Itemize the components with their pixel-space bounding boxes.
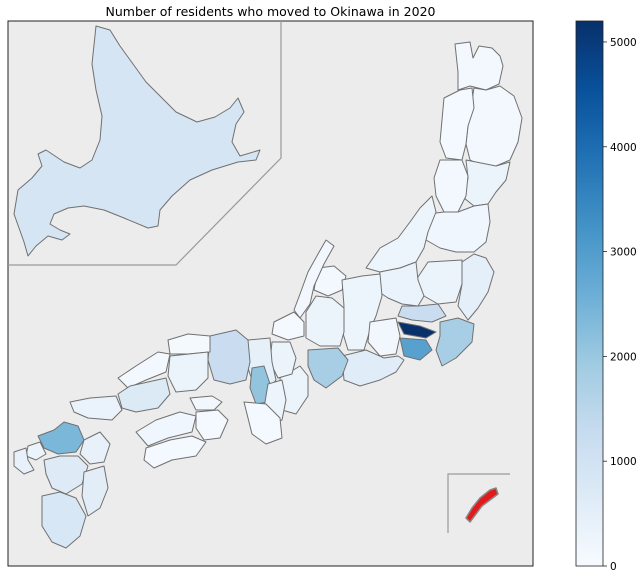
region-fukushima [425,203,491,253]
colorbar-tick-label: 2000 [610,351,637,363]
colorbar-tick-label: 1000 [610,456,637,468]
region-hyogo [207,329,251,385]
hokkaido-inset-frame [8,21,282,266]
region-miyazaki [81,465,109,517]
region-tokyo [397,321,437,339]
region-wakayama [243,401,283,445]
region-kagawa [189,395,223,411]
region-yamanashi [367,317,401,357]
region-kanagawa [399,337,433,361]
region-saitama [397,303,447,323]
region-fukui [271,311,305,341]
colorbar-gradient [575,20,604,567]
region-okayama [167,351,209,393]
okinawa-inset-frame [447,473,510,533]
region-nagasaki [13,447,35,475]
region-toyama [313,265,347,297]
region-ehime [135,411,197,447]
colorbar-tick-label: 0 [610,561,617,573]
region-aichi [307,347,349,389]
region-aomori [454,41,504,91]
chart-title: Number of residents who moved to Okinawa… [105,4,436,19]
region-oita [79,431,111,465]
region-yamaguchi [69,395,123,421]
region-kochi [143,435,207,469]
colorbar-tick-label: 5000 [610,37,637,49]
region-chiba [435,317,475,367]
region-shizuoka [341,349,405,387]
colorbar-ticks: 0 1000 2000 3000 4000 5000 [603,37,637,573]
region-kumamoto [43,455,89,495]
region-kagoshima [41,491,87,549]
region-okinawa [465,487,499,523]
region-hiroshima [117,377,171,413]
region-ishikawa [293,239,335,319]
region-hokkaido [13,25,261,257]
region-tokushima [195,409,229,441]
colorbar-tick-label: 4000 [610,142,637,154]
colorbar-tick-label: 3000 [610,247,637,259]
region-ibaraki [457,253,495,321]
prefecture-regions [13,25,523,549]
region-gifu [305,295,345,347]
region-akita [439,87,475,161]
